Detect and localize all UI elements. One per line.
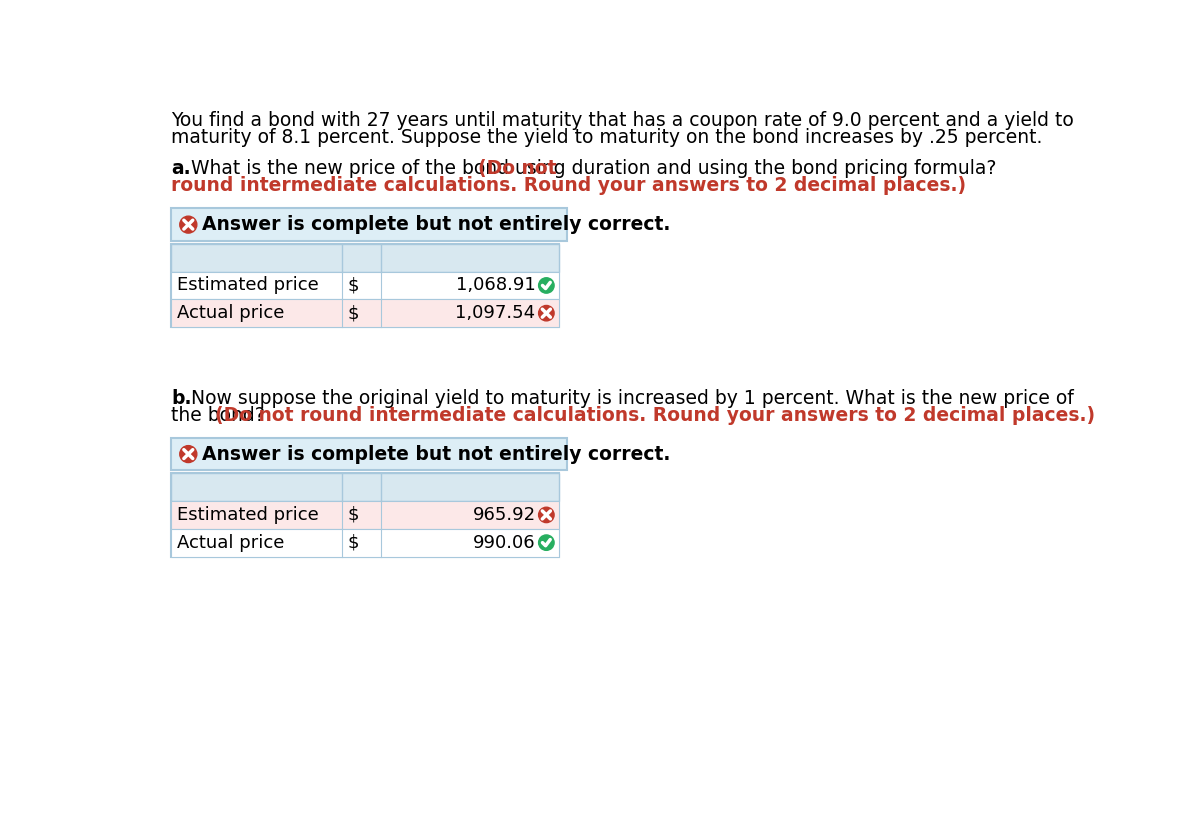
Text: 1,068.91: 1,068.91 bbox=[456, 277, 535, 294]
Text: $: $ bbox=[348, 304, 360, 322]
Bar bbox=[172, 299, 559, 327]
Text: Answer is complete but not entirely correct.: Answer is complete but not entirely corr… bbox=[202, 444, 670, 463]
Text: You find a bond with 27 years until maturity that has a coupon rate of 9.0 perce: You find a bond with 27 years until matu… bbox=[172, 112, 1074, 131]
Text: Estimated price: Estimated price bbox=[178, 506, 320, 524]
Bar bbox=[172, 529, 559, 557]
Circle shape bbox=[180, 445, 197, 463]
Bar bbox=[172, 473, 559, 501]
Bar bbox=[172, 244, 559, 327]
Circle shape bbox=[180, 216, 197, 233]
Text: Estimated price: Estimated price bbox=[178, 277, 320, 294]
Circle shape bbox=[539, 278, 554, 293]
Text: maturity of 8.1 percent. Suppose the yield to maturity on the bond increases by : maturity of 8.1 percent. Suppose the yie… bbox=[172, 128, 1043, 147]
Text: Actual price: Actual price bbox=[178, 304, 285, 322]
Bar bbox=[172, 272, 559, 299]
Text: Now suppose the original yield to maturity is increased by 1 percent. What is th: Now suppose the original yield to maturi… bbox=[185, 389, 1074, 408]
Text: the bond?: the bond? bbox=[172, 406, 271, 425]
Text: round intermediate calculations. Round your answers to 2 decimal places.): round intermediate calculations. Round y… bbox=[172, 176, 966, 195]
Text: 965.92: 965.92 bbox=[472, 506, 535, 524]
Circle shape bbox=[539, 306, 554, 320]
Text: What is the new price of the bond using duration and using the bond pricing form: What is the new price of the bond using … bbox=[185, 159, 1003, 178]
Text: a.: a. bbox=[172, 159, 191, 178]
Text: Actual price: Actual price bbox=[178, 534, 285, 552]
Circle shape bbox=[539, 535, 554, 550]
Text: 990.06: 990.06 bbox=[472, 534, 535, 552]
FancyBboxPatch shape bbox=[172, 208, 566, 241]
Text: $: $ bbox=[348, 534, 360, 552]
Text: b.: b. bbox=[172, 389, 192, 408]
FancyBboxPatch shape bbox=[172, 438, 566, 470]
Text: $: $ bbox=[348, 277, 360, 294]
Text: $: $ bbox=[348, 506, 360, 524]
Bar bbox=[172, 244, 559, 272]
Text: (Do not: (Do not bbox=[478, 159, 556, 178]
Bar bbox=[172, 501, 559, 529]
Circle shape bbox=[539, 507, 554, 523]
Text: 1,097.54: 1,097.54 bbox=[456, 304, 535, 322]
Text: Answer is complete but not entirely correct.: Answer is complete but not entirely corr… bbox=[202, 215, 670, 234]
Text: (Do not round intermediate calculations. Round your answers to 2 decimal places.: (Do not round intermediate calculations.… bbox=[215, 406, 1095, 425]
Bar bbox=[172, 473, 559, 557]
